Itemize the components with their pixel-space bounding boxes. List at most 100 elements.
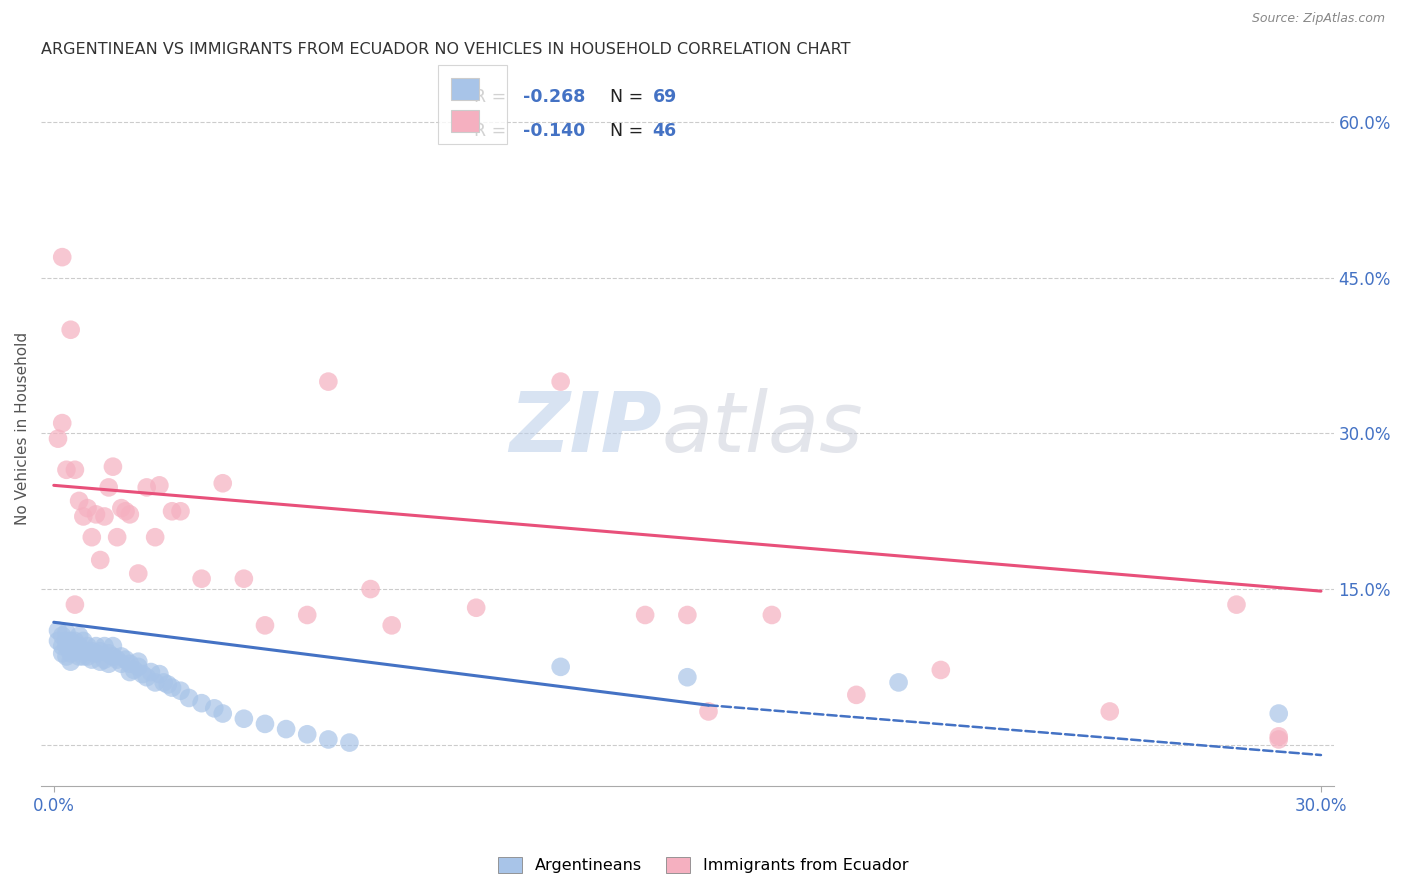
Point [274, 722, 297, 736]
Point [59, 634, 82, 648]
Point [1267, 706, 1289, 721]
Point [177, 690, 200, 705]
Point [676, 607, 699, 622]
Point [105, 652, 128, 666]
Point [139, 665, 162, 679]
Point [190, 696, 212, 710]
Point [59, 639, 82, 653]
Point [550, 660, 572, 674]
Point [381, 618, 404, 632]
Point [110, 501, 132, 516]
Point [89, 553, 111, 567]
Point [55, 463, 77, 477]
Point [127, 655, 149, 669]
Legend: , : , [437, 65, 506, 145]
Y-axis label: No Vehicles in Household: No Vehicles in Household [15, 332, 30, 524]
Point [105, 530, 128, 544]
Point [131, 667, 153, 681]
Point [148, 667, 170, 681]
Point [67, 494, 90, 508]
Text: N =: N = [610, 88, 648, 106]
Point [76, 644, 98, 658]
Point [122, 663, 145, 677]
Point [135, 480, 157, 494]
Point [169, 683, 191, 698]
Point [318, 375, 340, 389]
Text: 46: 46 [652, 122, 676, 140]
Point [59, 646, 82, 660]
Point [156, 677, 179, 691]
Point [465, 600, 488, 615]
Point [118, 657, 141, 671]
Point [84, 646, 107, 660]
Point [845, 688, 868, 702]
Point [190, 572, 212, 586]
Point [160, 504, 183, 518]
Point [114, 652, 136, 666]
Point [80, 652, 103, 666]
Point [148, 478, 170, 492]
Point [211, 706, 233, 721]
Point [72, 644, 94, 658]
Text: N =: N = [610, 122, 648, 140]
Point [118, 508, 141, 522]
Point [318, 732, 340, 747]
Point [202, 701, 225, 715]
Point [51, 646, 73, 660]
Point [67, 649, 90, 664]
Point [253, 618, 276, 632]
Text: atlas: atlas [662, 388, 863, 469]
Point [51, 629, 73, 643]
Point [143, 675, 166, 690]
Point [55, 649, 77, 664]
Point [143, 530, 166, 544]
Point [59, 323, 82, 337]
Point [63, 634, 86, 648]
Point [1267, 732, 1289, 747]
Point [297, 607, 319, 622]
Point [127, 566, 149, 581]
Point [67, 639, 90, 653]
Point [101, 649, 124, 664]
Point [550, 375, 572, 389]
Point [101, 459, 124, 474]
Point [135, 670, 157, 684]
Point [63, 644, 86, 658]
Point [46, 432, 69, 446]
Point [211, 476, 233, 491]
Point [51, 416, 73, 430]
Point [51, 250, 73, 264]
Point [63, 463, 86, 477]
Point [169, 504, 191, 518]
Point [93, 639, 115, 653]
Point [127, 660, 149, 674]
Point [46, 634, 69, 648]
Point [101, 639, 124, 653]
Point [97, 657, 120, 671]
Point [80, 530, 103, 544]
Text: ZIP: ZIP [509, 388, 662, 469]
Point [118, 665, 141, 679]
Point [110, 649, 132, 664]
Point [89, 655, 111, 669]
Legend: Argentineans, Immigrants from Ecuador: Argentineans, Immigrants from Ecuador [492, 850, 914, 880]
Text: ARGENTINEAN VS IMMIGRANTS FROM ECUADOR NO VEHICLES IN HOUSEHOLD CORRELATION CHAR: ARGENTINEAN VS IMMIGRANTS FROM ECUADOR N… [41, 42, 851, 57]
Point [929, 663, 952, 677]
Point [67, 629, 90, 643]
Text: R =: R = [474, 122, 512, 140]
Point [110, 657, 132, 671]
Text: -0.140: -0.140 [523, 122, 585, 140]
Point [72, 649, 94, 664]
Point [89, 644, 111, 658]
Point [761, 607, 783, 622]
Point [152, 675, 174, 690]
Point [55, 634, 77, 648]
Point [232, 572, 254, 586]
Point [1225, 598, 1247, 612]
Point [676, 670, 699, 684]
Point [55, 639, 77, 653]
Point [160, 681, 183, 695]
Point [76, 639, 98, 653]
Point [51, 639, 73, 653]
Point [97, 480, 120, 494]
